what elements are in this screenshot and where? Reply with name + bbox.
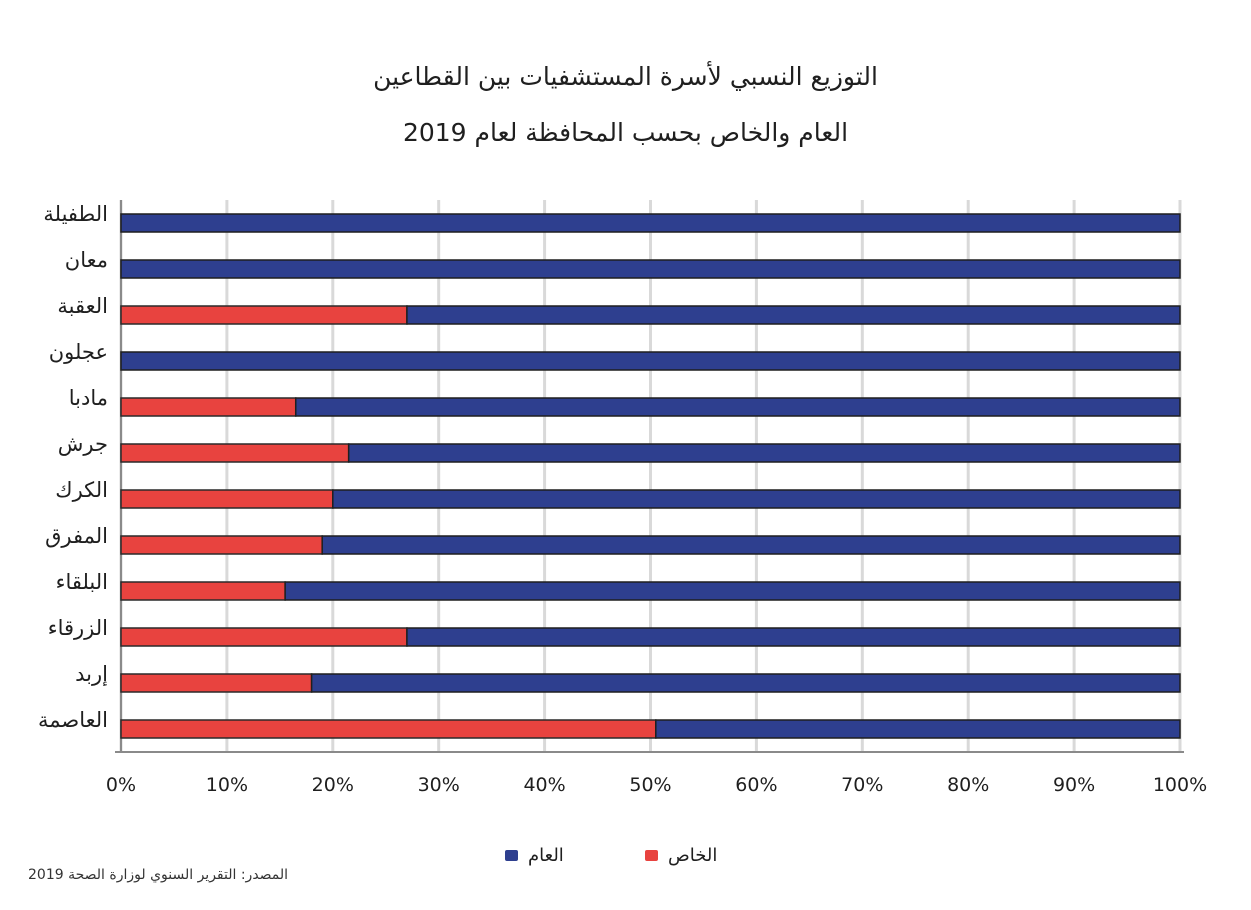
bar-private — [120, 673, 313, 693]
legend-item-private: الخاص — [645, 845, 717, 866]
bar-public — [332, 489, 1181, 509]
chart-subtitle: العام والخاص بحسب المحافظة لعام 2019 — [402, 118, 849, 147]
bar-public — [347, 443, 1181, 463]
category-label: معان — [65, 248, 108, 272]
bar-private — [120, 719, 657, 739]
bar-public — [406, 305, 1181, 325]
category-label: الزرقاء — [48, 616, 108, 640]
bar-private — [120, 627, 408, 647]
category-label: الطفيلة — [43, 202, 108, 226]
x-tick-label: 80% — [947, 774, 989, 796]
bar-private — [120, 581, 286, 601]
x-tick-label: 70% — [841, 774, 883, 796]
category-label: عجلون — [49, 340, 108, 364]
x-tick-label: 20% — [312, 774, 354, 796]
x-tick-label: 30% — [418, 774, 460, 796]
legend-swatch-private — [645, 850, 658, 861]
bar-public — [321, 535, 1181, 555]
x-tick-label: 90% — [1053, 774, 1095, 796]
legend-swatch-public — [505, 850, 518, 861]
category-label: المفرق — [45, 524, 108, 548]
legend-label-public: العام — [528, 845, 564, 866]
x-tick-label: 10% — [206, 774, 248, 796]
chart-title: التوزيع النسبي لأسرة المستشفيات بين القط… — [373, 62, 878, 91]
x-tick-label: 50% — [629, 774, 671, 796]
bar-private — [120, 305, 408, 325]
x-tick-label: 60% — [735, 774, 777, 796]
bar-public — [120, 259, 1181, 279]
source-note: المصدر: التقرير السنوي لوزارة الصحة 2019 — [28, 867, 289, 883]
bar-private — [120, 535, 323, 555]
x-tick-label: 40% — [523, 774, 565, 796]
category-label: العقبة — [57, 294, 108, 318]
bar-public — [310, 673, 1181, 693]
category-label: مادبا — [69, 386, 108, 410]
bar-public — [294, 397, 1181, 417]
bar-public — [120, 351, 1181, 371]
legend-item-public: العام — [505, 845, 564, 866]
bar-public — [284, 581, 1181, 601]
category-label: الكرك — [55, 478, 108, 502]
bar-private — [120, 489, 334, 509]
bar-public — [120, 213, 1181, 233]
category-label: جرش — [58, 432, 108, 456]
bar-private — [120, 443, 350, 463]
category-label: العاصمة — [38, 708, 108, 732]
category-label: البلقاء — [56, 570, 108, 594]
legend-label-private: الخاص — [668, 845, 718, 866]
bar-public — [406, 627, 1181, 647]
bar-public — [655, 719, 1181, 739]
bar-private — [120, 397, 297, 417]
x-tick-label: 100% — [1153, 774, 1207, 796]
x-tick-label: 0% — [106, 774, 136, 796]
category-label: إربد — [75, 662, 108, 687]
